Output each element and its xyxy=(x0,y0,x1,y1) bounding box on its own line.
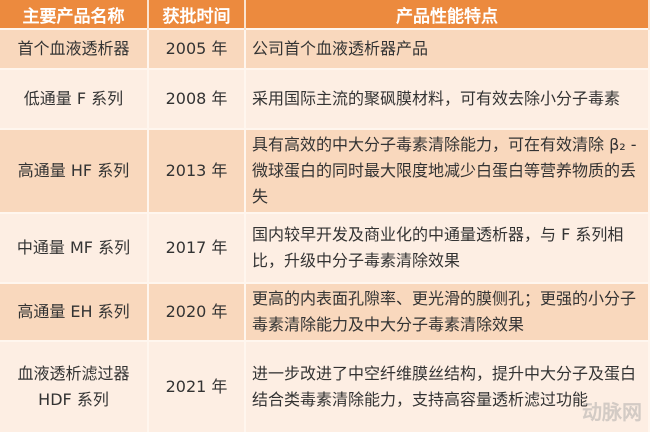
cell-date: 2005 年 xyxy=(148,29,245,69)
cell-desc: 公司首个血液透析器产品 xyxy=(245,29,649,69)
header-date: 获批时间 xyxy=(148,0,245,29)
header-desc: 产品性能特点 xyxy=(245,0,649,29)
cell-date: 2013 年 xyxy=(148,129,245,213)
cell-name: 中通量 MF 系列 xyxy=(0,213,148,283)
cell-name: 高通量 EH 系列 xyxy=(0,283,148,341)
header-name: 主要产品名称 xyxy=(0,0,148,29)
cell-date: 2008 年 xyxy=(148,69,245,129)
cell-date: 2021 年 xyxy=(148,341,245,432)
cell-desc: 国内较早开发及商业化的中通量透析器，与 F 系列相比，升级中分子毒素清除效果 xyxy=(245,213,649,283)
cell-desc: 更高的内表面孔隙率、更光滑的膜侧孔；更强的小分子毒素清除能力及中大分子毒素清除效… xyxy=(245,283,649,341)
watermark-logo: 动脉网 xyxy=(582,396,642,425)
cell-desc: 采用国际主流的聚砜膜材料，可有效去除小分子毒素 xyxy=(245,69,649,129)
cell-date: 2020 年 xyxy=(148,283,245,341)
cell-desc: 具有高效的中大分子毒素清除能力，可在有效清除 β₂ - 微球蛋白的同时最大限度地… xyxy=(245,129,649,213)
header-row: 主要产品名称 获批时间 产品性能特点 xyxy=(0,0,649,29)
cell-name: 高通量 HF 系列 xyxy=(0,129,148,213)
cell-name: 血液透析滤过器 HDF 系列 xyxy=(0,341,148,432)
cell-name: 低通量 F 系列 xyxy=(0,69,148,129)
cell-name: 首个血液透析器 xyxy=(0,29,148,69)
cell-date: 2017 年 xyxy=(148,213,245,283)
